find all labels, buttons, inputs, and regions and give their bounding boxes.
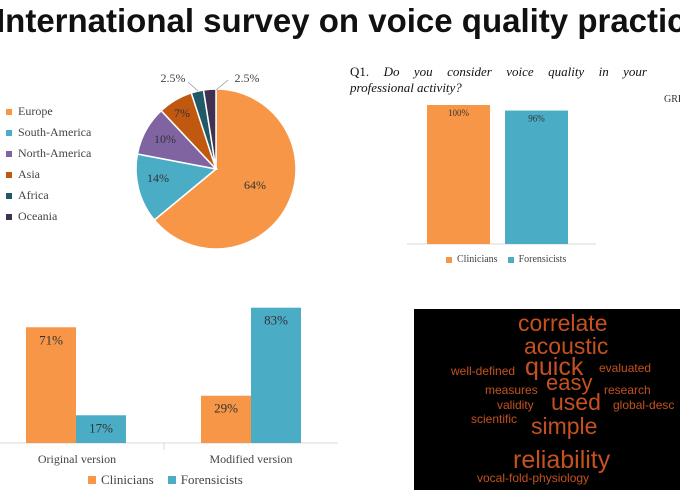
legend-swatch	[6, 213, 12, 220]
version-legend: Clinicians Forensicists	[88, 472, 253, 488]
legend-swatch	[167, 476, 176, 484]
legend-swatch	[6, 129, 12, 136]
pie-data-label: 7%	[174, 106, 190, 120]
q1-legend: Clinicians Forensicists	[446, 254, 576, 265]
leader-line	[215, 79, 229, 91]
pie-slice	[135, 153, 218, 222]
legend-label: Europe	[18, 104, 53, 118]
cloud-word: well-defined	[451, 364, 516, 378]
legend-label: Clinicians	[101, 472, 154, 487]
bar-data-label: 29%	[214, 401, 238, 416]
legend-label: North-America	[18, 146, 92, 160]
bar	[427, 105, 490, 244]
cloud-word: research	[604, 383, 651, 397]
legend-label: Forensicists	[518, 254, 567, 265]
pie-data-label: 2.5%	[161, 71, 186, 85]
legend-swatch	[446, 256, 452, 263]
cloud-word: correlate	[518, 310, 608, 336]
legend-item: Europe	[6, 101, 91, 122]
pie-data-label: 14%	[147, 171, 169, 185]
legend-swatch	[6, 150, 12, 157]
legend-swatch	[6, 171, 12, 178]
cloud-word: used	[551, 389, 601, 415]
question-line-2: professional activity?	[350, 80, 462, 95]
category-tick-label: Modified version	[210, 452, 293, 466]
category-tick-label: Original version	[38, 452, 116, 466]
cloud-word: evaluated	[599, 361, 652, 375]
bar-data-label: 100%	[448, 108, 470, 118]
cloud-word: simple	[531, 413, 598, 439]
legend-label: Africa	[18, 188, 49, 202]
legend-label: Asia	[18, 167, 40, 181]
bar-data-label: 17%	[89, 420, 113, 435]
legend-label: Forensicists	[180, 472, 243, 487]
cloud-word: vocal-fold-physiology	[477, 471, 590, 485]
legend-item: South-America	[6, 122, 91, 143]
cloud-word: global-desc	[613, 398, 675, 412]
bar	[26, 327, 76, 443]
pie-data-label: 64%	[244, 178, 266, 192]
pie-data-label: 10%	[154, 132, 176, 146]
cloud-word: validity	[497, 398, 534, 412]
pie-legend: Europe South-America North-America Asia …	[6, 101, 91, 227]
cloud-word: measures	[485, 383, 538, 397]
bar	[505, 110, 568, 244]
legend-label: South-America	[18, 125, 92, 139]
legend-item: North-America	[6, 143, 91, 164]
bar	[76, 415, 126, 443]
legend-item: Asia	[6, 164, 91, 185]
legend-swatch	[88, 476, 96, 484]
bar-data-label: 96%	[528, 114, 545, 124]
legend-label: Oceania	[18, 209, 58, 223]
question-1: Q1. Do you consider voice quality in you…	[350, 64, 647, 96]
bar	[251, 307, 301, 443]
question-number: Q1.	[350, 64, 370, 79]
bar	[201, 395, 251, 443]
word-cloud: correlate acoustic well-defined quick ev…	[414, 309, 680, 490]
pie-slice	[202, 88, 217, 170]
group-label: GRE	[664, 94, 680, 105]
cloud-word: acoustic	[524, 333, 609, 359]
cloud-word: scientific	[471, 412, 518, 426]
cloud-word: reliability	[513, 446, 611, 474]
cloud-word: easy	[546, 370, 593, 395]
legend-label: Clinicians	[457, 254, 498, 265]
legend-item: Africa	[6, 185, 91, 206]
question-line-1: Do you consider voice quality in your	[383, 64, 647, 79]
legend-swatch	[507, 256, 514, 263]
cloud-word: quick	[525, 353, 584, 381]
bar-data-label: 71%	[39, 332, 63, 347]
bar-data-label: 83%	[264, 313, 288, 328]
legend-item: Oceania	[6, 206, 91, 227]
page-title: International survey on voice quality pr…	[0, 2, 680, 39]
pie-data-label: 2.5%	[235, 71, 260, 85]
pie-slice	[153, 88, 297, 250]
leader-line	[187, 81, 199, 92]
legend-swatch	[6, 108, 12, 115]
legend-swatch	[6, 192, 12, 199]
